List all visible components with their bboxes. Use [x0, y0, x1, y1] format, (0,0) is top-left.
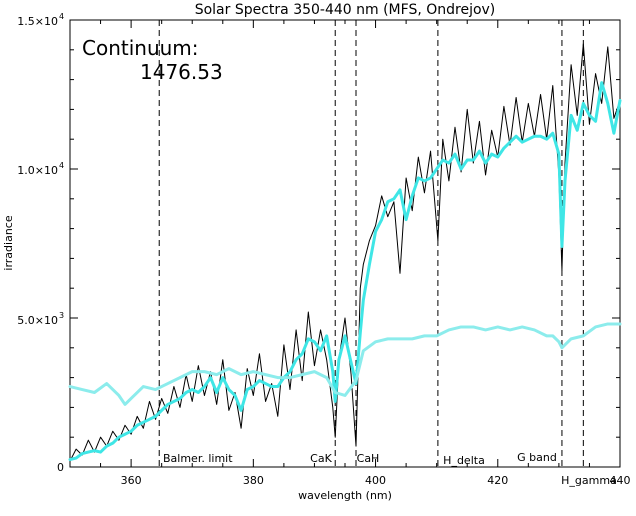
y-tick-label-15000-text: 1.5×10: [17, 15, 58, 28]
y-tick-label-0: 0: [57, 461, 64, 474]
series-line-0: [69, 43, 621, 462]
plot-frame: [69, 19, 621, 468]
y-tick-label-15000: 1.5×10 4: [17, 12, 64, 28]
y-tick-label-10000: 1.0×10 4: [17, 161, 64, 177]
series-line-2: [68, 322, 622, 406]
reference-label-1: CaK: [310, 452, 332, 465]
y-tick-label-5000: 5.0×10 3: [17, 311, 64, 327]
x-tick-label-440: 440: [610, 474, 631, 487]
y-tick-label-10000-text: 1.0×10: [17, 164, 58, 177]
x-axis-label: wavelength (nm): [298, 489, 392, 502]
y-tick-label-10000-exp: 4: [59, 161, 64, 170]
x-tick-label-420: 420: [487, 474, 508, 487]
y-axis-label: irradiance: [2, 215, 15, 270]
x-tick-label-360: 360: [121, 474, 142, 487]
reference-label-2: CaH: [357, 452, 380, 465]
series-line-1: [68, 81, 622, 462]
y-tick-label-5000-text: 5.0×10: [17, 314, 58, 327]
y-tick-label-0-text: 0: [57, 461, 64, 474]
y-tick-label-5000-exp: 3: [59, 311, 64, 320]
reference-label-0: Balmer. limit: [163, 452, 233, 465]
x-tick-label-380: 380: [243, 474, 264, 487]
chart-title: Solar Spectra 350-440 nm (MFS, Ondrejov): [195, 2, 496, 18]
reference-label-4: G band: [517, 451, 557, 464]
y-tick-label-15000-exp: 4: [59, 12, 64, 21]
reference-label-5: H_gamma: [561, 474, 617, 487]
x-tick-label-400: 400: [365, 474, 386, 487]
continuum-value: 1476.53: [140, 60, 223, 84]
continuum-label: Continuum:: [82, 36, 199, 60]
axis-ticks: [69, 19, 621, 468]
reference-label-3: H_delta: [443, 454, 485, 467]
